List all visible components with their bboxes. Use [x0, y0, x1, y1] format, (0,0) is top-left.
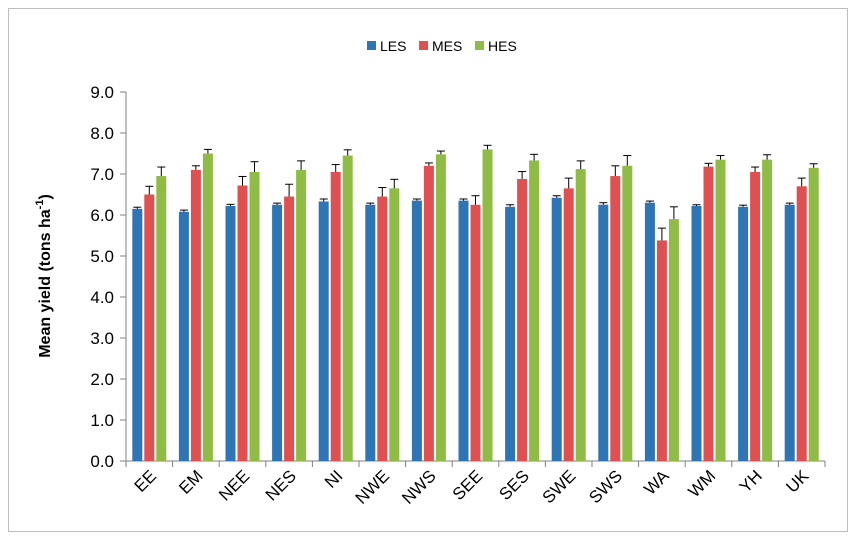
y-tick-label: 9.0 [90, 83, 114, 102]
bar-les-nwe [365, 204, 376, 461]
x-tick-label: SWE [539, 466, 580, 507]
y-tick-label: 0.0 [90, 452, 114, 471]
y-tick-label: 8.0 [90, 124, 114, 143]
bar-hes-ee [156, 176, 167, 462]
x-tick-label: EM [175, 466, 206, 497]
y-tick-label: 6.0 [90, 206, 114, 225]
x-tick-label: NWS [398, 466, 439, 507]
bar-hes-nws [435, 154, 446, 461]
bar-mes-nws [423, 165, 434, 462]
y-axis: 0.0 1.0 2.0 3.0 4.0 5.0 6.0 7.0 8.0 9.0 [90, 83, 127, 471]
bar-mes-ses [517, 178, 528, 462]
y-tick-label: 4.0 [90, 288, 114, 307]
x-axis: EE EM NEE NES NI NWE NWS SEE SES SWE SWS WA WM YH UK [125, 460, 826, 508]
bar-hes-em [202, 153, 213, 461]
x-tick-label: WA [640, 466, 673, 499]
legend-swatch-hes [475, 41, 484, 50]
bar-mes-ee [144, 194, 155, 461]
bar-les-wm [691, 205, 702, 461]
bar-hes-wm [715, 159, 726, 461]
bar-les-wa [644, 202, 655, 461]
x-tick-label: YH [736, 466, 766, 496]
bar-mes-nes [284, 196, 295, 462]
y-axis-title-superscript: -1 [34, 200, 46, 210]
x-tick-label: WM [685, 466, 720, 501]
legend-label-hes: HES [488, 38, 517, 54]
bar-hes-wa [668, 219, 679, 461]
y-axis-title-suffix: ) [37, 194, 54, 199]
x-tick-label: SES [495, 466, 532, 503]
bar-les-nws [411, 200, 422, 461]
y-tick-label: 2.0 [90, 370, 114, 389]
bar-les-ses [505, 206, 516, 461]
legend-swatch-mes [419, 41, 428, 50]
bar-mes-sws [610, 176, 621, 462]
x-tick-label: NWE [352, 466, 393, 507]
bar-les-see [458, 200, 469, 461]
bar-hes-nwe [389, 188, 400, 461]
x-tick-label: EE [131, 466, 160, 495]
y-tick-label: 1.0 [90, 411, 114, 430]
bar-les-sws [598, 204, 609, 461]
x-tick-label: SEE [449, 466, 486, 503]
legend-label-les: LES [380, 38, 406, 54]
x-tick-label: UK [782, 466, 813, 497]
legend-label-mes: MES [432, 38, 462, 54]
x-tick-label: NEE [215, 466, 253, 504]
bar-hes-nes [296, 169, 307, 461]
bar-hes-see [482, 149, 493, 461]
legend-swatch-les [367, 41, 376, 50]
bar-hes-swe [575, 169, 586, 461]
bar-hes-ni [342, 155, 353, 462]
bar-mes-wm [703, 166, 714, 461]
bar-les-swe [551, 197, 562, 461]
y-tick-label: 3.0 [90, 329, 114, 348]
x-tick-label: SWS [585, 466, 626, 507]
bar-hes-yh [762, 159, 773, 461]
bar-mes-em [190, 169, 201, 461]
bar-les-uk [784, 204, 795, 461]
y-axis-title-main: Mean yield (tons ha [37, 209, 54, 358]
x-tick-label: NI [321, 466, 346, 491]
bar-les-ni [318, 201, 329, 461]
bar-hes-uk [808, 167, 819, 461]
bar-hes-nee [249, 171, 260, 461]
bar-les-nee [225, 205, 236, 461]
bar-hes-ses [529, 160, 540, 461]
bar-mes-ni [330, 171, 341, 461]
x-tick-label: NES [262, 466, 300, 504]
bars [132, 144, 819, 462]
bar-les-em [178, 211, 189, 461]
bar-mes-nee [237, 185, 248, 462]
y-tick-label: 5.0 [90, 247, 114, 266]
legend: LES MES HES [367, 38, 517, 54]
y-axis-title: Mean yield (tons ha-1) [34, 194, 54, 358]
bar-mes-uk [796, 186, 807, 462]
bar-mes-wa [656, 240, 667, 461]
bar-mes-nwe [377, 196, 388, 462]
bar-les-ee [132, 208, 143, 461]
bar-les-yh [738, 206, 749, 461]
bar-les-nes [272, 204, 283, 461]
bar-hes-sws [622, 165, 633, 462]
bar-mes-swe [563, 188, 574, 461]
y-tick-label: 7.0 [90, 165, 114, 184]
bar-mes-yh [750, 171, 761, 461]
bar-mes-see [470, 204, 481, 461]
